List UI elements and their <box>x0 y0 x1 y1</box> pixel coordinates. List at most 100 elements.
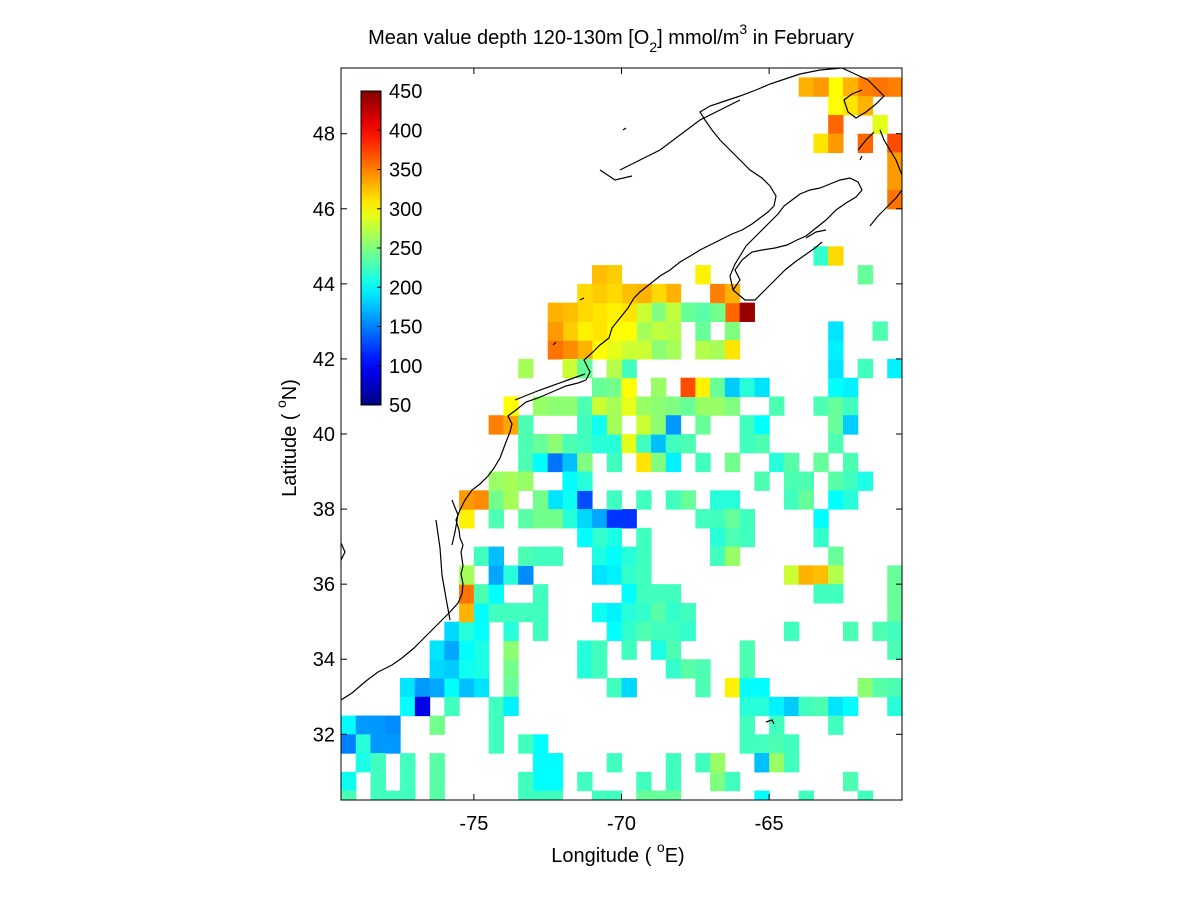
heatmap-cell <box>591 340 608 360</box>
heatmap-cell <box>887 678 902 698</box>
heatmap-cell <box>459 602 475 623</box>
heatmap-cell <box>710 509 726 529</box>
heatmap-cell <box>651 302 667 322</box>
heatmap-cell <box>503 415 519 435</box>
heatmap-cell <box>488 415 504 435</box>
heatmap-cell <box>636 415 652 435</box>
heatmap-cell <box>488 734 504 754</box>
heatmap-cell <box>636 584 652 604</box>
heatmap-cell <box>665 434 682 454</box>
heatmap-cell <box>488 546 504 566</box>
heatmap-cell <box>724 283 741 304</box>
heatmap-cell <box>532 753 549 773</box>
heatmap-cell <box>400 678 416 698</box>
heatmap-cell <box>547 490 564 510</box>
heatmap-cell <box>532 584 549 604</box>
heatmap-cell <box>562 452 578 473</box>
heatmap-cell <box>606 302 623 322</box>
heatmap-cell <box>459 621 475 642</box>
heatmap-cell <box>488 490 504 510</box>
heatmap-cell <box>783 753 800 773</box>
heatmap-cell <box>651 584 667 604</box>
heatmap-cell <box>518 434 534 454</box>
heatmap-cell <box>665 602 682 623</box>
heatmap-cell <box>577 415 593 435</box>
heatmap-cell <box>783 471 800 491</box>
heatmap-cell <box>828 77 844 97</box>
heatmap-cell <box>710 340 726 360</box>
heatmap-cell <box>562 396 578 416</box>
heatmap-cell <box>503 602 519 623</box>
heatmap-cell <box>828 133 844 154</box>
heatmap-cell <box>444 696 460 717</box>
heatmap-cell <box>754 415 770 435</box>
heatmap-cell <box>488 565 504 585</box>
heatmap-cell <box>813 527 829 548</box>
heatmap-cell <box>518 771 534 792</box>
heatmap-cell <box>710 771 726 792</box>
heatmap-cell <box>695 452 711 473</box>
heatmap-cell <box>887 133 902 154</box>
heatmap-cell <box>695 377 711 398</box>
heatmap-cell <box>636 340 652 360</box>
heatmap-cell <box>724 678 741 698</box>
y-tick-label: 40 <box>313 424 335 446</box>
heatmap-cell <box>532 434 549 454</box>
heatmap-cell <box>724 509 741 529</box>
heatmap-cell <box>651 434 667 454</box>
heatmap-cell <box>562 321 578 341</box>
heatmap-cell <box>577 527 593 548</box>
heatmap-cell <box>488 696 504 717</box>
heatmap-cell <box>739 302 755 322</box>
heatmap-cell <box>591 790 608 800</box>
heatmap-cell <box>798 471 815 491</box>
heatmap-cell <box>473 678 490 698</box>
heatmap-cell <box>577 452 593 473</box>
heatmap-cell <box>680 302 696 322</box>
heatmap-cell <box>680 434 696 454</box>
heatmap-cell <box>429 790 445 800</box>
colorbar-tick-label: 250 <box>389 238 422 260</box>
heatmap-cell <box>562 490 578 510</box>
heatmap-cell <box>739 678 755 698</box>
heatmap-cell <box>518 734 534 754</box>
heatmap-cell <box>798 490 815 510</box>
heatmap-cell <box>547 302 564 322</box>
heatmap-cell <box>577 471 593 491</box>
heatmap-cell <box>724 490 741 510</box>
heatmap-cell <box>710 377 726 398</box>
heatmap-cell <box>503 471 519 491</box>
heatmap-cell <box>828 321 844 341</box>
heatmap-cell <box>710 302 726 322</box>
heatmap-cell <box>710 283 726 304</box>
heatmap-cell <box>473 621 490 642</box>
heatmap-cell <box>591 659 608 679</box>
heatmap-cell <box>591 602 608 623</box>
heatmap-cell <box>606 565 623 585</box>
heatmap-cell <box>503 640 519 660</box>
colorbar-tick-label: 150 <box>389 317 422 339</box>
heatmap-cell <box>636 621 652 642</box>
heatmap-cell <box>621 434 637 454</box>
heatmap-cell <box>695 321 711 341</box>
heatmap-cell <box>857 133 874 154</box>
heatmap-cell <box>621 584 637 604</box>
heatmap-cell <box>355 753 372 773</box>
heatmap-cell <box>577 490 593 510</box>
heatmap-cell <box>724 396 741 416</box>
heatmap-cell <box>651 452 667 473</box>
heatmap-cell <box>621 340 637 360</box>
heatmap-cell <box>400 696 416 717</box>
heatmap-cell <box>695 678 711 698</box>
heatmap-cell <box>429 753 445 773</box>
y-tick-label: 46 <box>313 199 335 221</box>
heatmap-cell <box>651 377 667 398</box>
heatmap-cell <box>606 283 623 304</box>
heatmap-cell <box>341 715 357 735</box>
y-tick-label: 36 <box>313 574 335 596</box>
heatmap-cell <box>414 696 431 717</box>
heatmap-cell <box>577 659 593 679</box>
heatmap-cell <box>606 527 623 548</box>
heatmap-cell <box>532 771 549 792</box>
heatmap-cell <box>813 246 829 266</box>
